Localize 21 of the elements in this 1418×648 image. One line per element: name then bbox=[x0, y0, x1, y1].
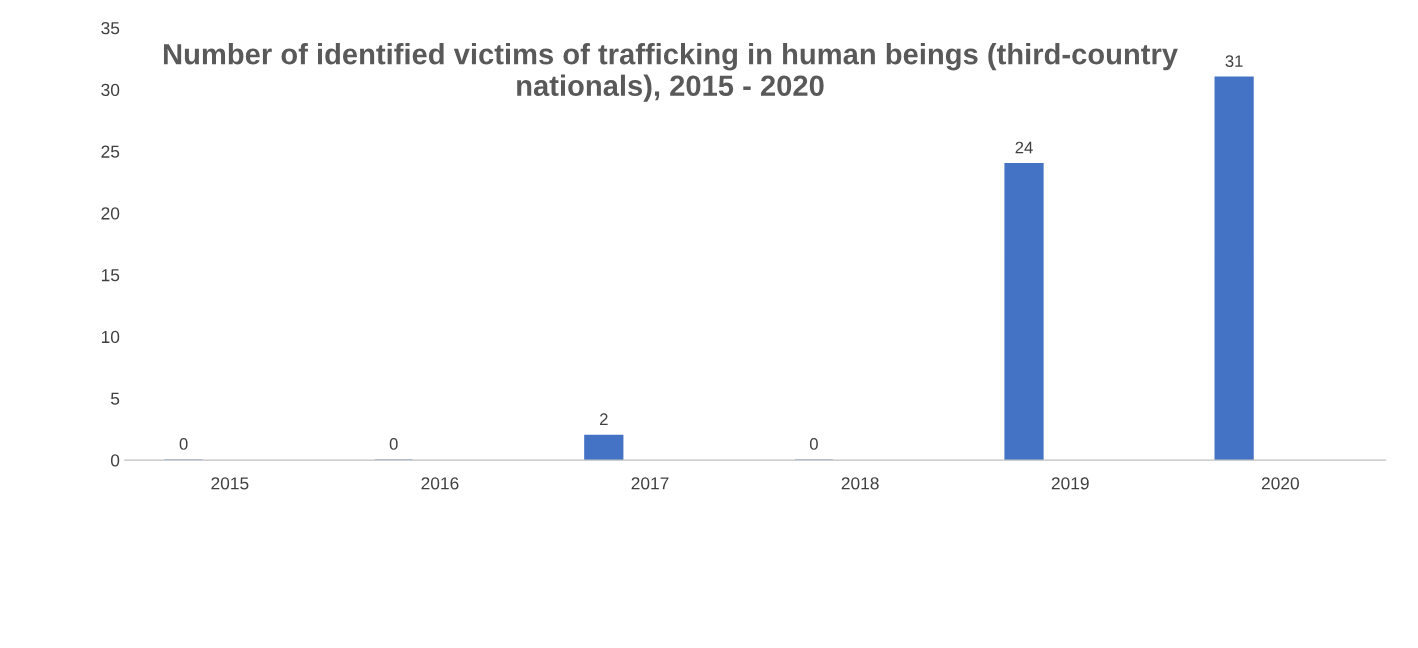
y-tick-label: 0 bbox=[110, 454, 120, 467]
y-tick-label: 15 bbox=[101, 269, 120, 282]
data-label: 0 bbox=[179, 438, 188, 450]
x-tick-label: 2016 bbox=[421, 477, 459, 490]
data-label: 0 bbox=[389, 438, 398, 450]
data-label: 0 bbox=[809, 438, 818, 450]
y-tick-label: 30 bbox=[101, 83, 120, 97]
x-tick-label: 2018 bbox=[841, 477, 879, 490]
y-tick-label: 20 bbox=[101, 207, 120, 220]
y-tick-label: 5 bbox=[110, 392, 120, 405]
data-label: 31 bbox=[1225, 55, 1243, 68]
y-tick-label: 35 bbox=[101, 22, 120, 35]
x-tick-label: 2020 bbox=[1261, 477, 1299, 490]
x-tick-label: 2017 bbox=[631, 477, 669, 490]
text: Number of identified victims of trafficking in human beings (third-country nationals), 2015 - 2020 bbox=[163, 43, 1178, 102]
y-tick-label: 25 bbox=[101, 145, 120, 158]
x-tick-label: 2015 bbox=[211, 477, 249, 490]
data-label: 24 bbox=[1015, 141, 1033, 154]
data-label: 2 bbox=[600, 413, 608, 425]
x-tick-label: 2019 bbox=[1051, 477, 1089, 490]
y-tick-label: 10 bbox=[101, 330, 120, 344]
